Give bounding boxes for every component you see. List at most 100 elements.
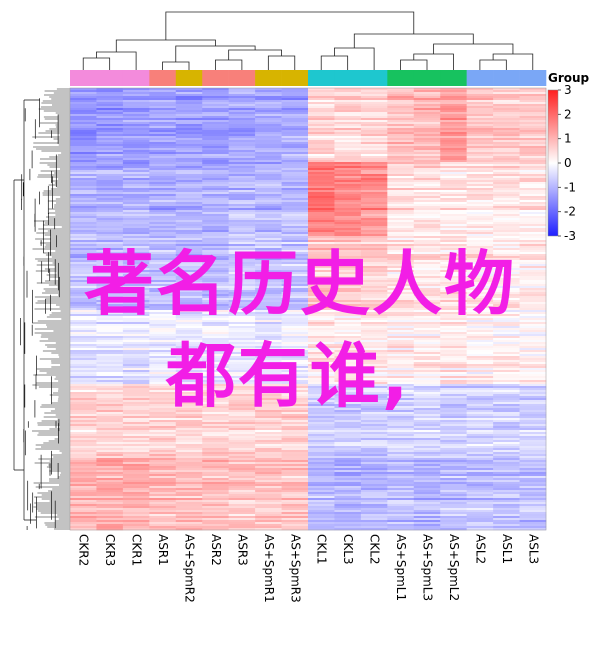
heatmap-cell: [334, 472, 362, 475]
heatmap-cell: [493, 172, 520, 175]
heatmap-cell: [70, 424, 97, 427]
heatmap-cell: [308, 122, 335, 125]
heatmap-cell: [255, 170, 282, 173]
heatmap-cell: [96, 450, 124, 453]
heatmap-cell: [255, 314, 282, 317]
heatmap-cell: [255, 250, 282, 253]
heatmap-cell: [122, 276, 150, 279]
heatmap-cell: [413, 520, 441, 523]
heatmap-cell: [228, 334, 256, 337]
heatmap-cell: [413, 200, 441, 203]
heatmap-cell: [96, 214, 124, 217]
heatmap-cell: [466, 330, 494, 333]
heatmap-cell: [413, 320, 441, 323]
heatmap-cell: [493, 118, 520, 121]
heatmap-cell: [70, 392, 97, 395]
heatmap-cell: [96, 492, 124, 495]
heatmap-cell: [122, 172, 150, 175]
heatmap-cell: [519, 114, 547, 117]
heatmap-cell: [308, 256, 335, 259]
heatmap-cell: [228, 476, 256, 479]
heatmap-cell: [175, 444, 203, 447]
heatmap-cell: [255, 364, 282, 367]
heatmap-cell: [387, 258, 415, 261]
heatmap-cell: [334, 400, 362, 403]
heatmap-cell: [255, 194, 282, 197]
heatmap-cell: [519, 476, 547, 479]
heatmap-cell: [493, 258, 520, 261]
heatmap-cell: [413, 428, 441, 431]
heatmap-cell: [202, 274, 229, 277]
heatmap-cell: [228, 356, 256, 359]
heatmap-cell: [228, 272, 256, 275]
heatmap-cell: [466, 454, 494, 457]
heatmap-cell: [228, 92, 256, 95]
heatmap-cell: [387, 96, 415, 99]
heatmap-cell: [466, 490, 494, 493]
heatmap-cell: [519, 248, 547, 251]
heatmap-cell: [122, 222, 150, 225]
heatmap-cell: [360, 370, 388, 373]
heatmap-cell: [255, 102, 282, 105]
heatmap-cell: [413, 224, 441, 227]
heatmap-cell: [149, 224, 177, 227]
heatmap-cell: [466, 290, 494, 293]
heatmap-cell: [122, 124, 150, 127]
heatmap-cell: [149, 416, 177, 419]
heatmap-cell: [308, 484, 335, 487]
heatmap-cell: [149, 156, 177, 159]
heatmap-cell: [175, 342, 203, 345]
heatmap-cell: [149, 108, 177, 111]
heatmap-cell: [308, 296, 335, 299]
heatmap-cell: [466, 362, 494, 365]
heatmap-cell: [466, 512, 494, 515]
heatmap-cell: [202, 490, 229, 493]
heatmap-cell: [122, 354, 150, 357]
heatmap-cell: [70, 166, 97, 169]
heatmap-cell: [308, 192, 335, 195]
heatmap-cell: [70, 346, 97, 349]
heatmap-cell: [493, 408, 520, 411]
heatmap-cell: [202, 516, 229, 519]
heatmap-cell: [175, 384, 203, 387]
heatmap-cell: [493, 296, 520, 299]
heatmap-cell: [202, 114, 229, 117]
heatmap-cell: [308, 462, 335, 465]
heatmap-cell: [255, 214, 282, 217]
heatmap-cell: [308, 88, 335, 91]
heatmap-cell: [334, 500, 362, 503]
heatmap-cell: [360, 162, 388, 165]
heatmap-cell: [202, 466, 229, 469]
heatmap-cell: [308, 142, 335, 145]
heatmap-cell: [149, 214, 177, 217]
heatmap-cell: [122, 436, 150, 439]
heatmap-cell: [493, 450, 520, 453]
heatmap-cell: [413, 404, 441, 407]
heatmap-cell: [413, 244, 441, 247]
heatmap-cell: [519, 512, 547, 515]
heatmap-cell: [228, 480, 256, 483]
heatmap-cell: [334, 502, 362, 505]
heatmap-cell: [466, 128, 494, 131]
heatmap-cell: [519, 188, 547, 191]
heatmap-cell: [308, 490, 335, 493]
heatmap-cell: [466, 228, 494, 231]
heatmap-cell: [175, 486, 203, 489]
heatmap-cell: [493, 216, 520, 219]
heatmap-cell: [255, 320, 282, 323]
heatmap-cell: [96, 196, 124, 199]
heatmap-cell: [308, 180, 335, 183]
heatmap-cell: [281, 120, 309, 123]
heatmap-cell: [281, 90, 309, 93]
heatmap-cell: [519, 138, 547, 141]
heatmap-cell: [519, 208, 547, 211]
heatmap-cell: [149, 240, 177, 243]
heatmap-cell: [308, 438, 335, 441]
heatmap-cell: [308, 196, 335, 199]
heatmap-cell: [281, 472, 309, 475]
heatmap-cell: [228, 300, 256, 303]
heatmap-cell: [360, 378, 388, 381]
heatmap-cell: [308, 282, 335, 285]
heatmap-cell: [255, 470, 282, 473]
heatmap-cell: [122, 226, 150, 229]
